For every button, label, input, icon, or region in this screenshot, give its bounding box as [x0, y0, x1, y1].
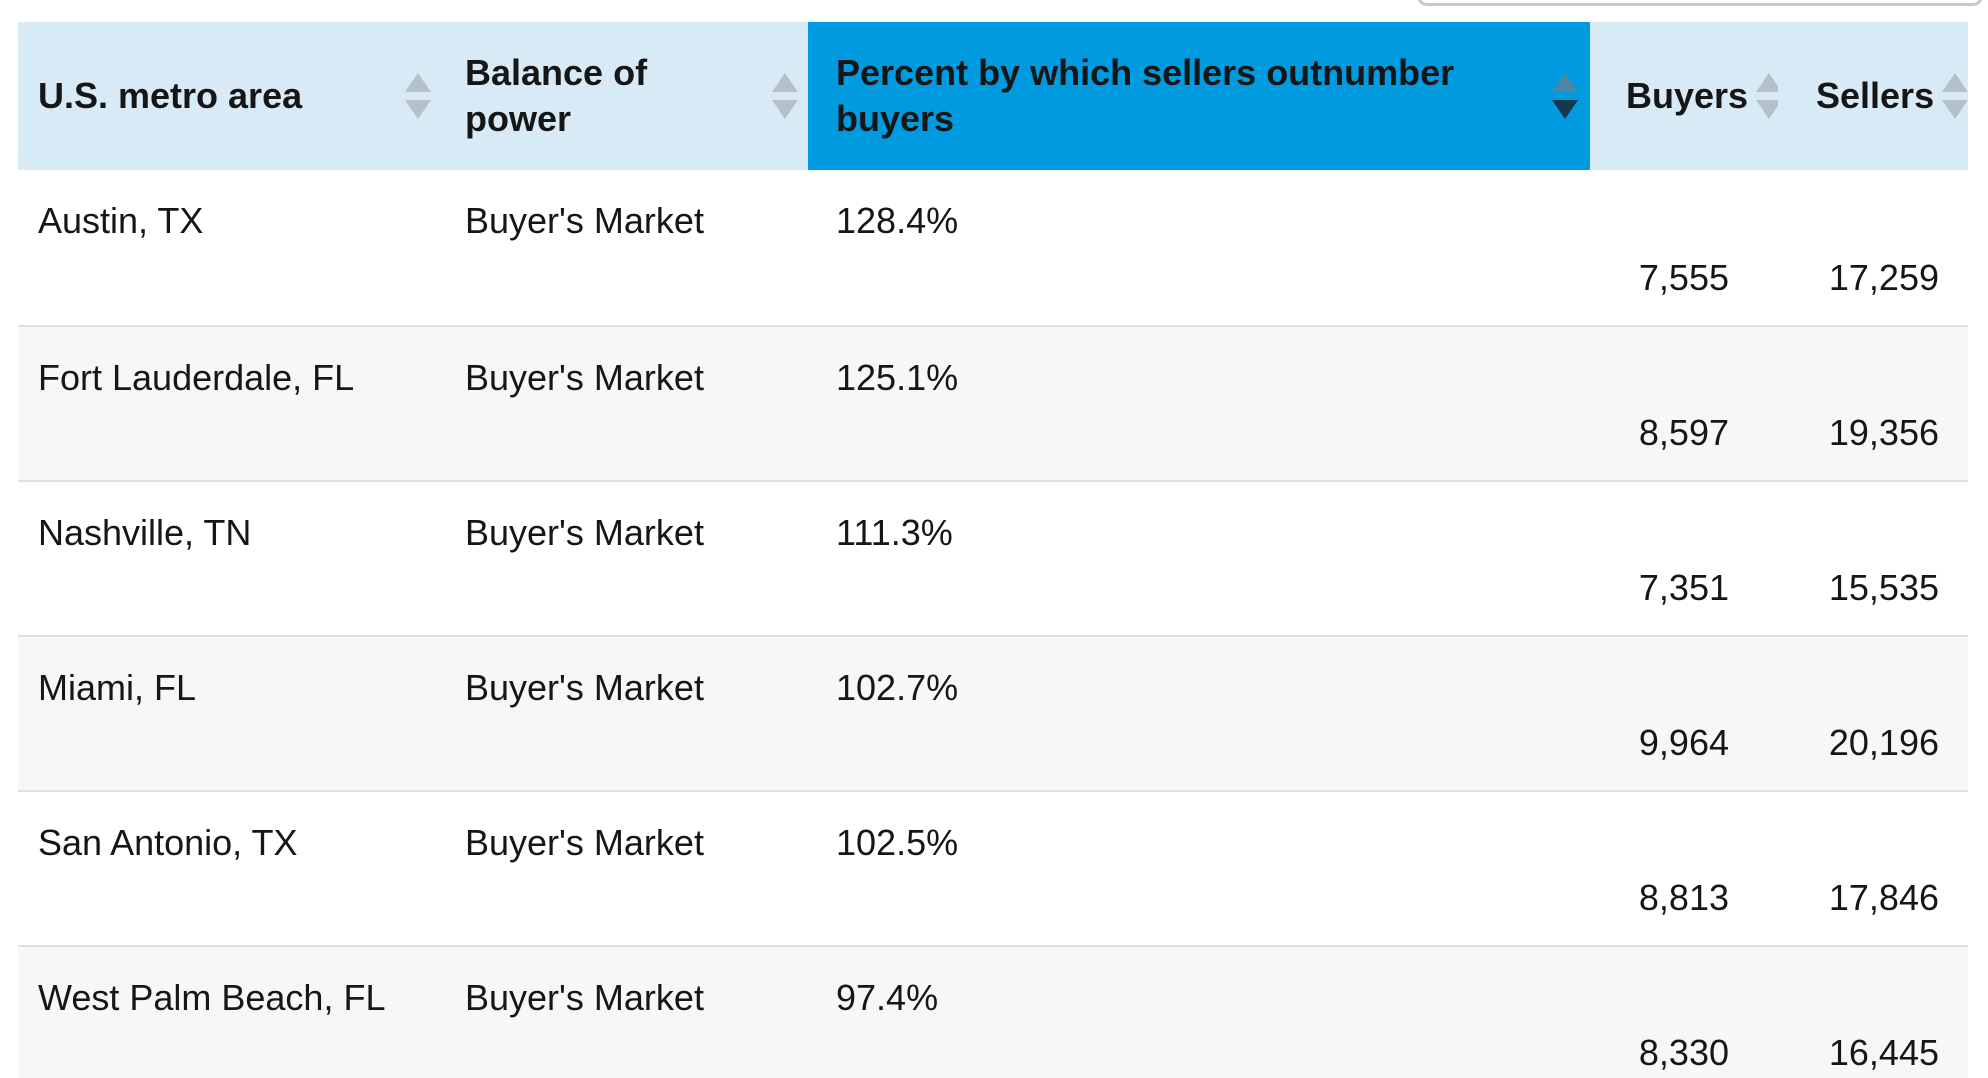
cell-metro: West Palm Beach, FL: [38, 977, 386, 1018]
sort-down-arrow-icon: [1756, 100, 1783, 119]
sort-icon[interactable]: [1756, 73, 1783, 119]
column-header-sellers-label: Sellers: [1816, 75, 1935, 116]
cell-metro: Fort Lauderdale, FL: [38, 357, 355, 398]
column-header-metro-label: U.S. metro area: [38, 75, 303, 116]
cell-buyers: 9,964: [1638, 722, 1729, 763]
table-row: San Antonio, TX Buyer's Market 102.5% 8,…: [18, 790, 1968, 945]
cell-sellers: 17,259: [1828, 257, 1939, 298]
column-header-buyers-label: Buyers: [1626, 75, 1749, 116]
cell-buyers: 7,555: [1638, 257, 1729, 298]
sort-icon[interactable]: [405, 73, 431, 119]
column-header-metro[interactable]: U.S. metro area: [18, 22, 455, 170]
cell-buyers: 7,351: [1638, 567, 1729, 608]
top-partial-control: [1417, 0, 1983, 6]
cell-metro: Miami, FL: [38, 667, 197, 708]
cell-balance: Buyer's Market: [465, 977, 704, 1018]
table-row: West Palm Beach, FL Buyer's Market 97.4%…: [18, 945, 1968, 1078]
sort-down-arrow-icon: [1552, 100, 1578, 119]
column-header-sellers[interactable]: Sellers: [1778, 22, 1969, 170]
cell-percent: 102.7%: [836, 667, 959, 708]
table-row: Fort Lauderdale, FL Buyer's Market 125.1…: [18, 325, 1968, 480]
cell-percent: 102.5%: [836, 822, 959, 863]
column-header-percent-sorted[interactable]: Percent by which sellers outnumber buyer…: [808, 22, 1590, 170]
cell-buyers: 8,330: [1638, 1032, 1729, 1073]
cell-percent: 125.1%: [836, 357, 959, 398]
column-header-percent-label: Percent by which sellers outnumber buyer…: [836, 52, 1455, 139]
sort-icon-active-descending[interactable]: [1552, 73, 1578, 119]
table-header-row: U.S. metro area Balance of power Percent…: [18, 22, 1969, 170]
sort-up-arrow-icon: [405, 73, 431, 92]
cell-balance: Buyer's Market: [465, 667, 704, 708]
cell-percent: 111.3%: [836, 512, 953, 553]
sort-down-arrow-icon: [772, 100, 798, 119]
sort-up-arrow-icon: [1552, 73, 1578, 92]
table-row: Austin, TX Buyer's Market 128.4% 7,555 1…: [18, 170, 1968, 325]
sort-up-arrow-icon: [772, 73, 798, 92]
sort-up-arrow-icon: [1756, 73, 1783, 92]
cell-sellers: 20,196: [1828, 722, 1939, 763]
cell-balance: Buyer's Market: [465, 357, 704, 398]
column-header-balance[interactable]: Balance of power: [455, 22, 808, 170]
cell-percent: 128.4%: [836, 200, 959, 241]
cell-buyers: 8,597: [1638, 412, 1729, 453]
cell-percent: 97.4%: [836, 977, 939, 1018]
column-header-buyers[interactable]: Buyers: [1590, 22, 1783, 170]
sort-down-arrow-icon: [405, 100, 431, 119]
table-row: Nashville, TN Buyer's Market 111.3% 7,35…: [18, 480, 1968, 635]
cell-sellers: 15,535: [1828, 567, 1939, 608]
cell-metro: Austin, TX: [38, 200, 204, 241]
cell-buyers: 8,813: [1638, 877, 1729, 918]
table-row: Miami, FL Buyer's Market 102.7% 9,964 20…: [18, 635, 1968, 790]
cell-sellers: 17,846: [1828, 877, 1939, 918]
sort-icon[interactable]: [1942, 73, 1969, 119]
column-header-balance-label: Balance of power: [465, 52, 648, 139]
cell-metro: Nashville, TN: [38, 512, 252, 553]
cell-metro: San Antonio, TX: [38, 822, 298, 863]
cell-sellers: 19,356: [1828, 412, 1939, 453]
cell-sellers: 16,445: [1828, 1032, 1939, 1073]
metro-market-table: U.S. metro area Balance of power Percent…: [18, 22, 1969, 1078]
cell-balance: Buyer's Market: [465, 512, 704, 553]
cell-balance: Buyer's Market: [465, 200, 704, 241]
sort-down-arrow-icon: [1942, 100, 1969, 119]
sort-up-arrow-icon: [1942, 73, 1969, 92]
sort-icon[interactable]: [772, 73, 798, 119]
cell-balance: Buyer's Market: [465, 822, 704, 863]
